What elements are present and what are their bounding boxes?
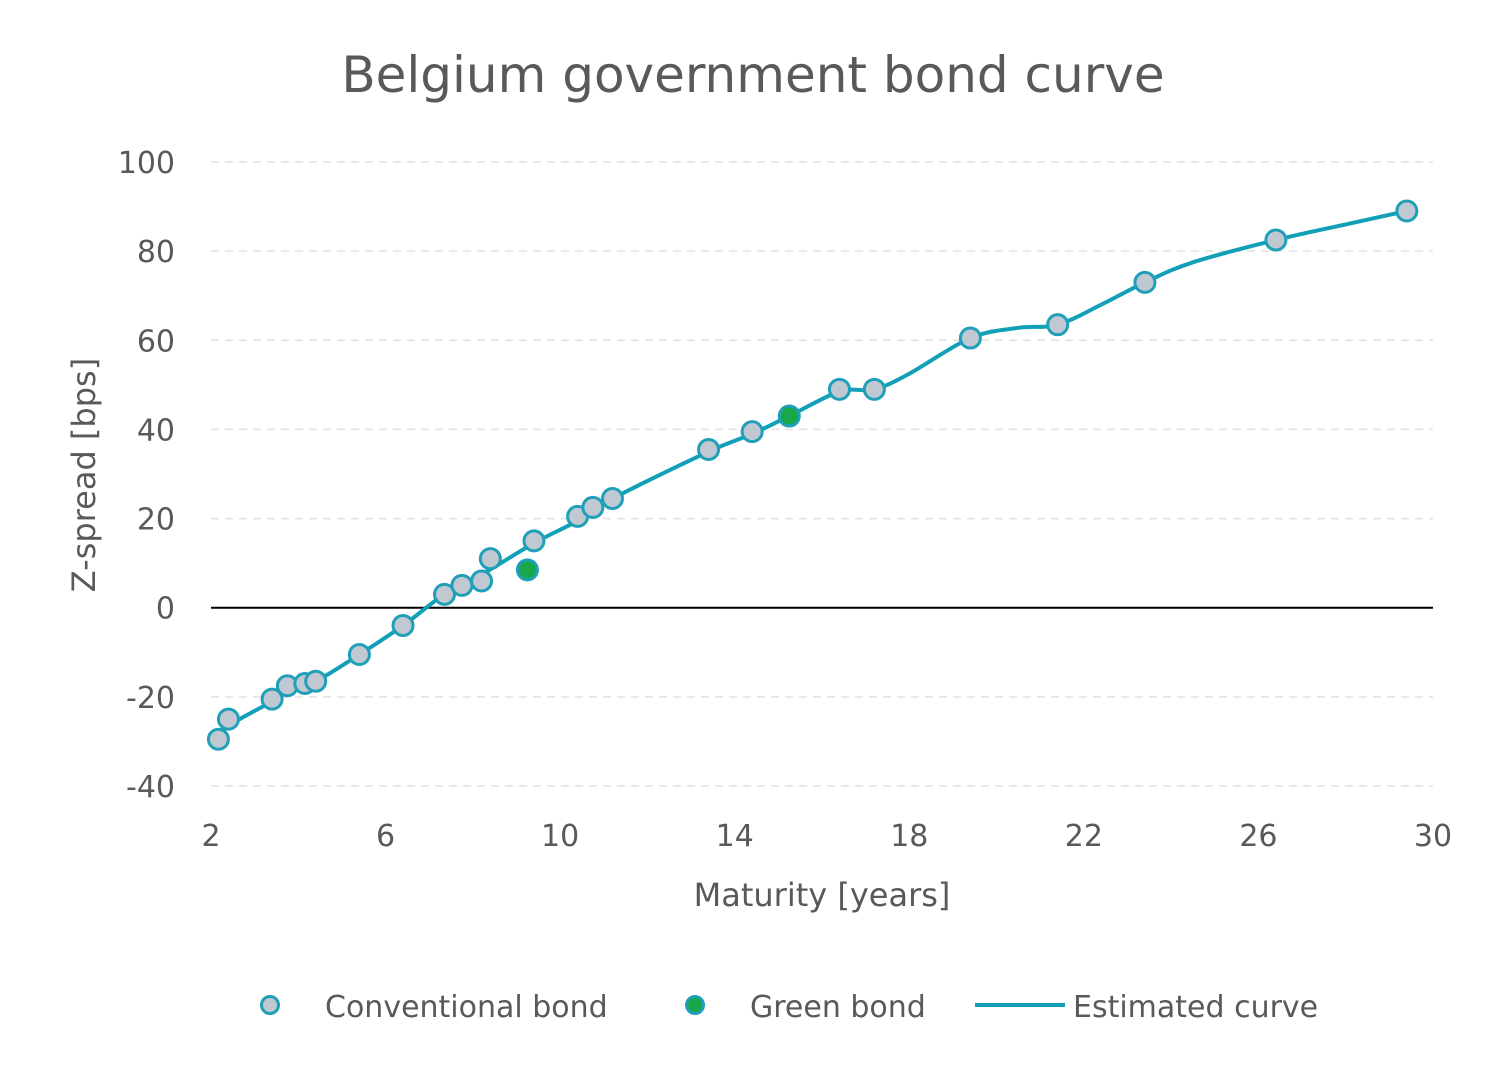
legend-item-green-bond: Green bond <box>685 990 926 1025</box>
y-tick-label: 40 <box>137 413 175 448</box>
y-tick-label: 0 <box>156 592 175 627</box>
y-tick-label: -20 <box>126 681 175 716</box>
y-tick-label: 60 <box>137 324 175 359</box>
green-bond-point <box>777 404 801 428</box>
legend-item-conventional-bond: Conventional bond <box>260 990 608 1025</box>
y-tick-label: -40 <box>126 770 175 805</box>
conventional-bond-point <box>1395 199 1419 223</box>
x-tick-label: 18 <box>890 819 928 854</box>
conventional-bond-point <box>601 487 625 511</box>
x-tick-label: 14 <box>716 819 754 854</box>
estimated-curve-layer <box>216 209 1409 742</box>
legend-green-label: Green bond <box>750 990 926 1025</box>
conventional-bond-point <box>581 495 605 519</box>
chart-title: Belgium government bond curve <box>341 46 1164 104</box>
y-axis-ticks: 100 80 60 40 20 0 -20 -40 <box>118 146 175 805</box>
x-tick-label: 6 <box>376 819 395 854</box>
conventional-bond-point <box>216 707 240 731</box>
x-axis-title: Maturity [years] <box>694 876 951 914</box>
x-tick-label: 26 <box>1239 819 1277 854</box>
conventional-bond-point <box>740 420 764 444</box>
y-tick-label: 100 <box>118 146 175 181</box>
x-tick-label: 22 <box>1065 819 1103 854</box>
y-tick-label: 80 <box>137 235 175 270</box>
y-axis-title: Z-spread [bps] <box>65 358 103 592</box>
conventional-bond-point <box>522 529 546 553</box>
y-tick-label: 20 <box>137 503 175 538</box>
legend-conventional-label: Conventional bond <box>325 990 608 1025</box>
conventional-bond-point <box>347 643 371 667</box>
x-tick-label: 10 <box>541 819 579 854</box>
conventional-bond-point <box>450 573 474 597</box>
conventional-bond-point <box>260 687 284 711</box>
conventional-bond-point <box>958 326 982 350</box>
x-axis-ticks: 2 6 10 14 18 22 26 30 <box>201 819 1452 854</box>
conventional-bond-point <box>1046 313 1070 337</box>
legend-item-estimated-curve: Estimated curve <box>975 990 1318 1025</box>
legend-green-marker <box>685 995 705 1015</box>
conventional-bond-point <box>206 727 230 751</box>
conventional-bond-point <box>1264 228 1288 252</box>
conventional-bond-point <box>478 547 502 571</box>
legend-curve-label: Estimated curve <box>1073 990 1318 1025</box>
conventional-bond-point <box>432 582 456 606</box>
green-bond-point <box>515 558 539 582</box>
conventional-bond-point <box>697 437 721 461</box>
conventional-bond-point <box>1133 270 1157 294</box>
conventional-bond-point <box>827 377 851 401</box>
green-bond-points <box>515 404 801 582</box>
legend-conventional-marker <box>260 995 280 1015</box>
x-tick-label: 30 <box>1414 819 1452 854</box>
conventional-bond-points <box>206 199 1419 751</box>
conventional-bond-point <box>862 377 886 401</box>
estimated-curve-line <box>216 209 1409 742</box>
conventional-bond-point <box>391 614 415 638</box>
x-tick-label: 2 <box>201 819 220 854</box>
conventional-bond-point <box>470 569 494 593</box>
legend: Conventional bond Green bond Estimated c… <box>260 990 1318 1025</box>
gridlines <box>211 161 1433 787</box>
conventional-bond-point <box>304 669 328 693</box>
